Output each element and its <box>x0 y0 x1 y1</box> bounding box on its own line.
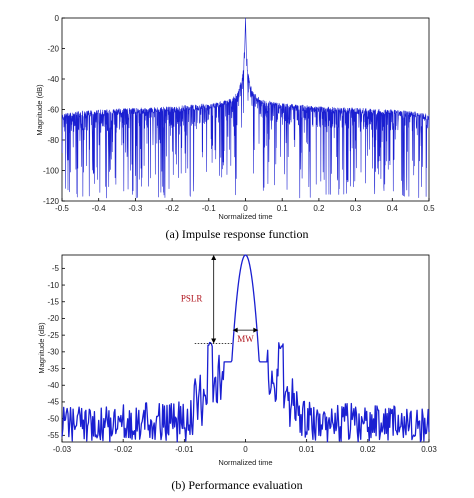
panel-b-ytick-label: -5 <box>52 264 60 273</box>
panel-b-plot-area <box>61 254 430 443</box>
pslr-label: PSLR <box>181 293 203 303</box>
panel-a-ylabel: Magnitude (dB) <box>35 84 44 136</box>
mw-label: MW <box>237 334 254 344</box>
panel-a-xtick-label: 0.3 <box>350 204 362 213</box>
panel-b-ytick-label: -10 <box>47 281 59 290</box>
panel-a-ytick-label: -20 <box>47 44 59 53</box>
panel-a-xtick-label: -0.4 <box>92 204 106 213</box>
panel-a-ytick-label: -120 <box>43 197 60 206</box>
panel-a-ytick-label: -80 <box>47 136 59 145</box>
panel-a-xtick-label: -0.5 <box>55 204 69 213</box>
mw-arrowhead-left <box>232 327 238 333</box>
panel-a-impulse-response: 0 -20 -40 -60 -80 -100 -120 -0.5 -0.4 -0.3 -0.2 -0… <box>35 14 435 221</box>
panel-b-xtick-label: 0 <box>243 445 248 454</box>
panel-a-xtick-label: 0.1 <box>277 204 289 213</box>
panel-b-xtick-label: 0.03 <box>421 445 437 454</box>
panel-a-xtick-label: -0.1 <box>202 204 216 213</box>
panel-b-xtick-label: 0.01 <box>299 445 315 454</box>
panel-b-xtick-label: -0.03 <box>53 445 72 454</box>
panel-a-xtick-label: 0 <box>243 204 248 213</box>
panel-b-performance: -5 -10 -15 -20 -25 -30 -35 -40 -45 -50 -55 -0.03 -0… <box>37 254 437 467</box>
figure: 0-20-40-60-80-100-120 -0.5 -0.4 -0.3 -0.2 -0… <box>35 14 437 467</box>
panel-b-ytick-label: -20 <box>47 314 59 323</box>
panel-a-ytick-label: -60 <box>47 105 59 114</box>
panel-b-ytick-label: -35 <box>47 364 59 373</box>
panel-b-ytick-label: -25 <box>47 331 59 340</box>
panel-a-xlabel: Normalized time <box>218 212 272 221</box>
panel-b-ytick-label: -50 <box>47 414 59 423</box>
panel-b-xtick-label: 0.02 <box>360 445 376 454</box>
panel-a-xtick-label: -0.2 <box>165 204 179 213</box>
panel-b-xlabel: Normalized time <box>218 458 272 467</box>
panel-a-series-line <box>61 17 430 199</box>
pslr-arrowhead-top <box>211 255 217 260</box>
panel-b-xtick-label: -0.02 <box>114 445 133 454</box>
mw-arrowhead-right <box>253 327 259 333</box>
panel-b-ytick-label: -45 <box>47 398 59 407</box>
panel-a-xtick-label: 0.2 <box>313 204 325 213</box>
panel-b-caption: (b) Performance evaluation <box>171 478 303 492</box>
panel-a-ytick-label: 0 <box>55 14 60 23</box>
panel-b-ytick-label: -40 <box>47 381 59 390</box>
pslr-arrowhead-bottom <box>211 338 217 344</box>
panel-a-ytick-label: -100 <box>43 166 60 175</box>
panel-a-caption: (a) Impulse response function <box>165 227 309 241</box>
panel-b-ytick-label: -15 <box>47 298 59 307</box>
panel-a-xtick-label: -0.3 <box>129 204 143 213</box>
panel-b-xtick-label: -0.01 <box>175 445 194 454</box>
panel-b-series-line <box>61 254 430 443</box>
panel-a-xtick-label: 0.4 <box>387 204 399 213</box>
panel-a-ytick-label: -40 <box>47 75 59 84</box>
panel-b-ylabel: Magnitude (dB) <box>37 322 46 374</box>
panel-b-ytick-label: -55 <box>47 431 59 440</box>
panel-a-xtick-label: 0.5 <box>423 204 435 213</box>
panel-b-ytick-label: -30 <box>47 348 59 357</box>
